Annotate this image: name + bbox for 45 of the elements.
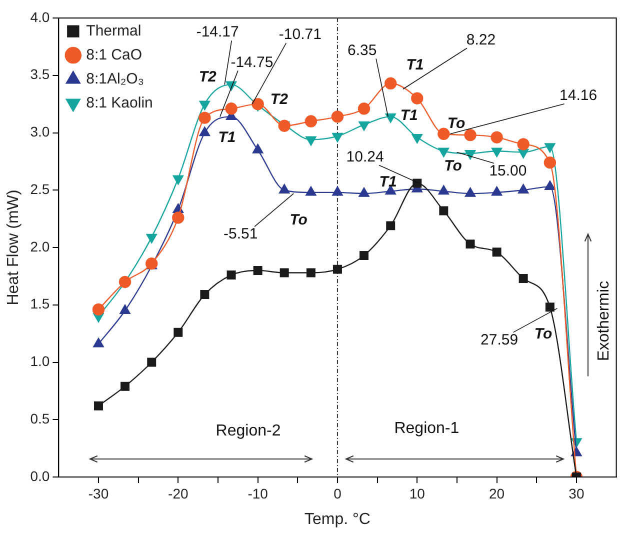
y-tick-label: 1.0: [30, 353, 50, 370]
y-tick-label: 2.0: [30, 238, 50, 254]
annotation: T1: [218, 128, 236, 146]
annotation: To: [290, 212, 308, 229]
x-tick-label: 30: [568, 485, 584, 502]
annotation: T2: [270, 91, 289, 108]
y-tick-label: 1.5: [30, 296, 50, 312]
annotation: T1: [406, 56, 424, 74]
x-tick-label: 20: [489, 485, 505, 502]
x-tick-label: -10: [248, 485, 268, 502]
legend-label: 8:1 CaO: [86, 46, 142, 64]
x-axis-title: Temp. °C: [304, 510, 370, 528]
annotation: -14.75: [230, 54, 274, 71]
y2-axis-title: Exothermic: [596, 280, 613, 361]
y-tick-label: 3.0: [30, 124, 50, 140]
legend-label: 8:1Al₂O₃: [86, 70, 144, 88]
y-tick-label: 3.5: [30, 66, 50, 82]
y-tick-label: 4.0: [30, 8, 50, 25]
annotation: 14.16: [560, 87, 598, 104]
annotation: T1: [379, 173, 397, 190]
x-tick-label: -20: [168, 485, 188, 502]
annotation: -5.51: [223, 226, 258, 243]
annotation: To: [447, 115, 466, 132]
legend-label: 8:1 Kaolin: [86, 94, 153, 112]
annotation: 10.24: [346, 148, 384, 166]
x-tick-label: -30: [88, 485, 109, 502]
annotation: 6.35: [347, 42, 377, 59]
legend-label: Thermal: [86, 22, 142, 40]
annotation: -10.71: [278, 26, 322, 44]
annotation: 8.22: [466, 31, 496, 48]
x-tick-label: 0: [334, 485, 342, 502]
annotation: To: [534, 325, 552, 342]
annotation: -14.17: [196, 24, 239, 41]
y-tick-label: 2.5: [30, 180, 50, 197]
annotation: To: [444, 157, 462, 174]
y-tick-label: 0.0: [30, 468, 50, 484]
annotation: T1: [400, 106, 418, 124]
annotation: T2: [198, 68, 218, 86]
annotation: Region-2: [216, 422, 281, 440]
annotation: 27.59: [480, 331, 518, 348]
y-axis-title: Heat Flow (mW): [5, 190, 22, 306]
x-tick-label: 10: [409, 485, 426, 502]
annotation: 15.00: [489, 162, 527, 180]
y-tick-label: 0.5: [30, 410, 50, 426]
annotation: Region-1: [394, 420, 460, 438]
